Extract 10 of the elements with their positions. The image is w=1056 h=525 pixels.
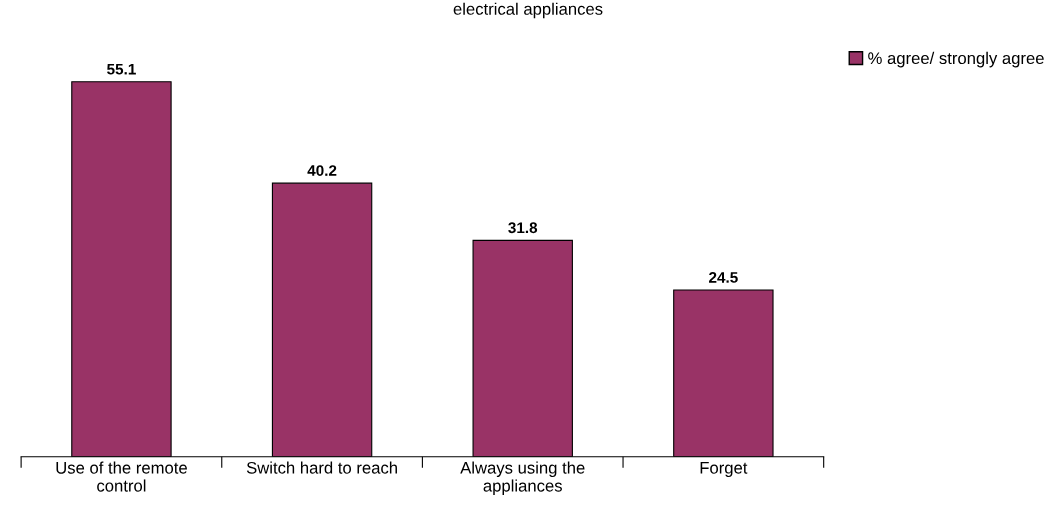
x-tick-label: Always using the appliances: [460, 461, 585, 495]
data-label: 55.1: [107, 63, 136, 75]
x-tick-label: Use of the remote control: [56, 461, 187, 492]
x-tick-label: Switch hard to reach: [246, 461, 397, 474]
chart-title: electrical appliances: [453, 2, 603, 19]
data-label: 31.8: [508, 222, 538, 234]
legend-label: % agree/ strongly agree: [868, 51, 1044, 68]
x-tick-label: Forget: [700, 462, 748, 478]
data-label: 24.5: [709, 272, 738, 283]
data-label: 40.2: [307, 165, 337, 176]
